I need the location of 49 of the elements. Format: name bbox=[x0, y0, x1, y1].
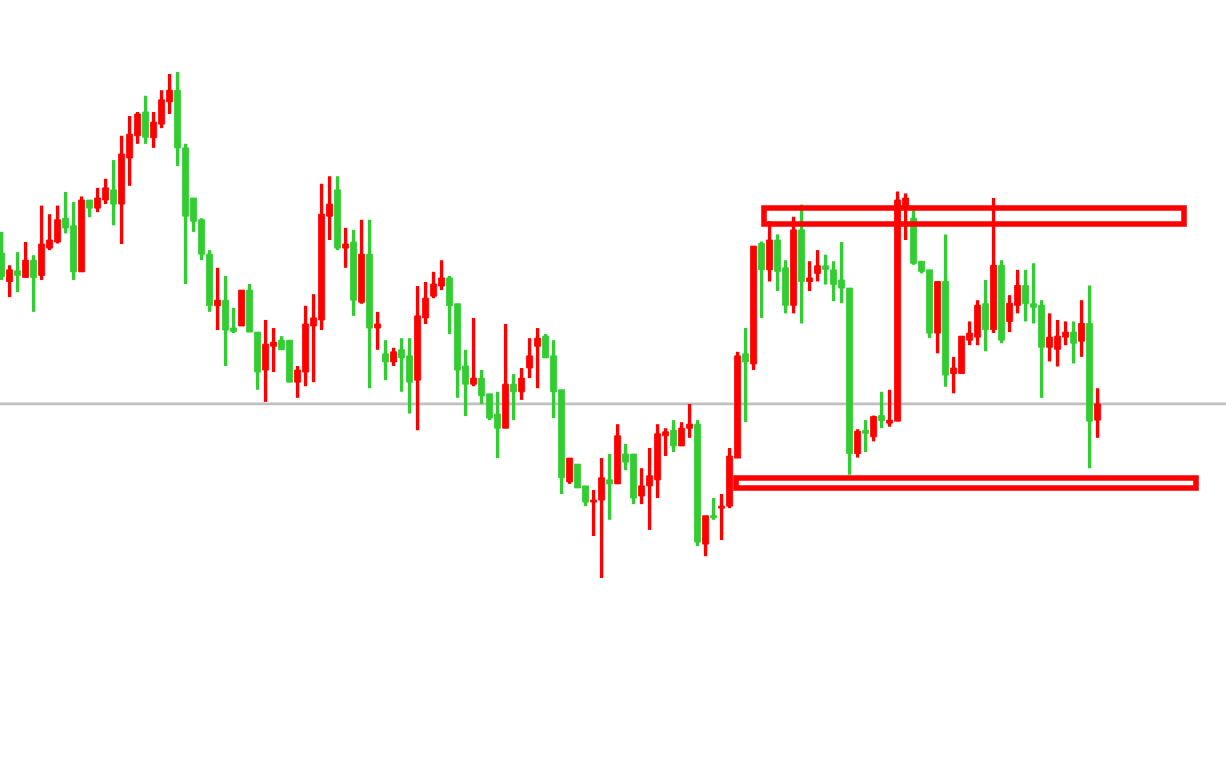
candlestick bbox=[470, 316, 478, 388]
candlestick bbox=[814, 248, 822, 284]
candlestick bbox=[710, 496, 718, 522]
candlestick bbox=[878, 390, 886, 430]
candlestick bbox=[534, 326, 542, 390]
candlestick bbox=[1022, 268, 1030, 324]
candlestick bbox=[142, 94, 150, 146]
candlestick bbox=[54, 203, 62, 246]
candlestick bbox=[598, 456, 606, 580]
candlestick bbox=[6, 263, 14, 299]
candlestick bbox=[870, 413, 878, 444]
candlestick bbox=[1046, 311, 1054, 364]
candlestick bbox=[1078, 298, 1086, 359]
candlestick bbox=[38, 203, 46, 282]
candlestick bbox=[406, 336, 414, 416]
candlestick bbox=[0, 230, 6, 282]
candlestick bbox=[30, 253, 38, 314]
candlestick bbox=[342, 226, 350, 270]
candlestick bbox=[222, 274, 230, 368]
candlestick bbox=[102, 177, 110, 206]
candlestick bbox=[390, 346, 398, 368]
candlestick bbox=[22, 240, 30, 280]
candlestick bbox=[606, 452, 614, 522]
candlestick bbox=[494, 390, 502, 460]
candlestick bbox=[1094, 386, 1102, 440]
candlestick bbox=[70, 200, 78, 282]
candlestick bbox=[438, 258, 446, 292]
candlestick bbox=[854, 427, 862, 460]
candlestick bbox=[974, 298, 982, 347]
candlestick bbox=[510, 372, 518, 422]
candlestick bbox=[670, 418, 678, 454]
candlestick bbox=[566, 456, 574, 486]
candlestick bbox=[214, 266, 222, 332]
candlestick bbox=[374, 310, 382, 352]
candlestick bbox=[1070, 319, 1078, 366]
candlestick bbox=[1054, 318, 1062, 369]
candlestick bbox=[110, 158, 118, 227]
candlestick bbox=[630, 452, 638, 506]
candlestick bbox=[742, 326, 750, 424]
candlestick bbox=[982, 278, 990, 353]
candlestick bbox=[94, 186, 102, 214]
candlestick bbox=[262, 318, 270, 404]
candlestick bbox=[382, 338, 390, 382]
candlestick bbox=[502, 322, 510, 430]
candlestick bbox=[702, 514, 710, 558]
candlestick bbox=[686, 402, 694, 440]
candlestick bbox=[14, 250, 22, 294]
candlestick bbox=[758, 239, 766, 320]
candlestick bbox=[862, 418, 870, 454]
